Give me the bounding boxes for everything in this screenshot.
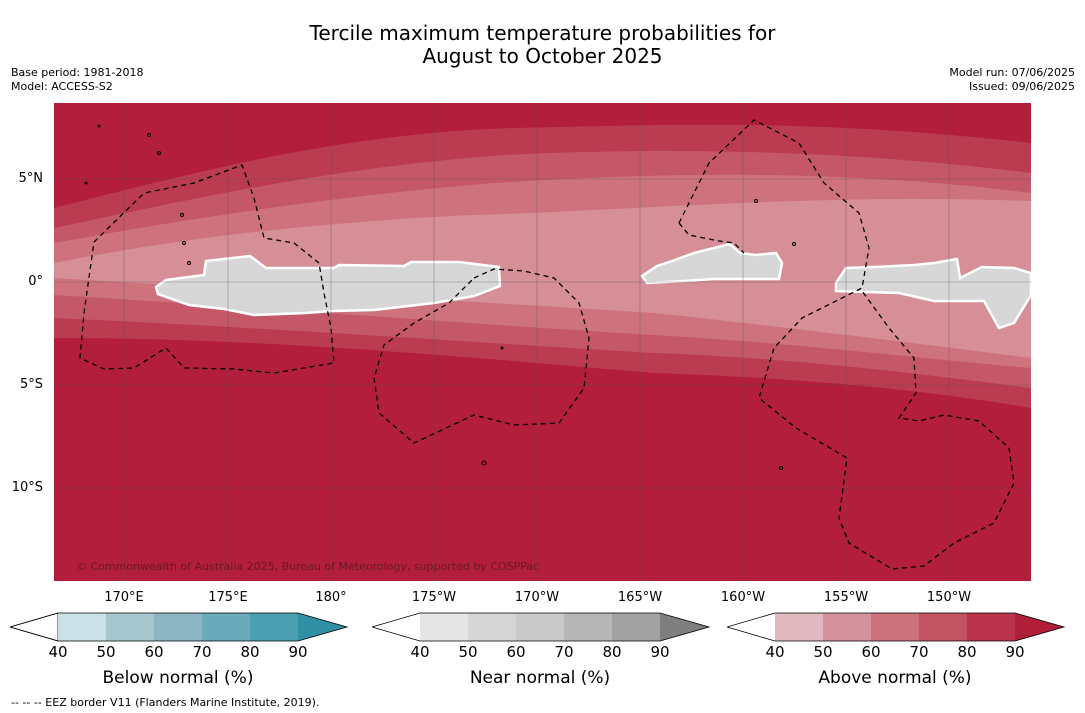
base-period-info: Base period: 1981-2018 Model: ACCESS-S2 — [11, 66, 143, 94]
lon-label-170w: 170°W — [514, 590, 560, 605]
colorbar-near-normal — [372, 612, 711, 642]
swatch-above-60-70 — [871, 613, 919, 641]
model-run-date: Model run: 07/06/2025 — [949, 66, 1075, 79]
above-normal-label: Above normal (%) — [818, 668, 972, 688]
swatch-near-80-90 — [612, 613, 660, 641]
near-tick-80: 80 — [602, 643, 622, 661]
colorbar-above-high-extension — [1015, 613, 1064, 641]
graticule — [54, 103, 1031, 581]
lon-label-175e: 175°E — [208, 590, 248, 605]
swatch-near-70-80 — [564, 613, 612, 641]
lon-label-180: 180° — [315, 590, 347, 605]
swatch-below-40-50 — [58, 613, 106, 641]
probability-map: © Commonwealth of Australia 2025, Bureau… — [54, 103, 1031, 581]
colorbar-near-high-extension — [660, 613, 709, 641]
contour-above-50 — [54, 198, 1031, 358]
swatch-above-80-90 — [967, 613, 1015, 641]
below-tick-80: 80 — [240, 643, 260, 661]
swatch-near-60-70 — [516, 613, 564, 641]
near-normal-region-east — [834, 257, 1031, 330]
lon-label-170e: 170°E — [104, 590, 144, 605]
issued-date: Issued: 09/06/2025 — [968, 80, 1075, 93]
colorbar-below-high-extension — [298, 613, 347, 641]
above-tick-70: 70 — [909, 643, 929, 661]
above-tick-40: 40 — [765, 643, 785, 661]
swatch-above-50-60 — [823, 613, 871, 641]
above-tick-90: 90 — [1005, 643, 1025, 661]
swatch-below-60-70 — [154, 613, 202, 641]
map-title: Tercile maximum temperature probabilitie… — [0, 22, 1085, 68]
colorbar-below-low-extension — [10, 612, 59, 642]
near-tick-90: 90 — [650, 643, 670, 661]
swatch-above-70-80 — [919, 613, 967, 641]
lat-label-5n: 5°N — [18, 171, 44, 186]
lat-label-10s: 10°S — [11, 480, 43, 495]
base-period: Base period: 1981-2018 — [11, 66, 144, 79]
above-tick-60: 60 — [861, 643, 881, 661]
title-line-2: August to October 2025 — [422, 44, 663, 68]
colorbar-below-normal — [10, 612, 349, 642]
below-tick-50: 50 — [96, 643, 116, 661]
below-tick-70: 70 — [192, 643, 212, 661]
colorbar-above-normal — [727, 612, 1066, 642]
swatch-above-40-50 — [775, 613, 823, 641]
swatch-below-50-60 — [106, 613, 154, 641]
below-normal-label: Below normal (%) — [102, 668, 254, 688]
lon-label-175w: 175°W — [411, 590, 457, 605]
above-tick-80: 80 — [957, 643, 977, 661]
below-tick-60: 60 — [144, 643, 164, 661]
near-tick-40: 40 — [410, 643, 430, 661]
near-tick-50: 50 — [458, 643, 478, 661]
model-run-info: Model run: 07/06/2025 Issued: 09/06/2025 — [949, 66, 1075, 94]
near-tick-60: 60 — [506, 643, 526, 661]
lat-label-0: 0° — [28, 274, 43, 289]
near-tick-70: 70 — [554, 643, 574, 661]
copyright-notice: © Commonwealth of Australia 2025, Bureau… — [76, 560, 539, 573]
swatch-below-80-90 — [250, 613, 298, 641]
above-tick-50: 50 — [813, 643, 833, 661]
colorbar-near-low-extension — [372, 613, 420, 641]
colorbar-above-low-extension — [727, 613, 775, 641]
swatch-below-70-80 — [202, 613, 250, 641]
near-normal-region-west — [154, 254, 502, 317]
swatch-near-40-50 — [420, 613, 468, 641]
eez-borders — [79, 119, 1015, 570]
lon-label-150w: 150°W — [926, 590, 972, 605]
lon-label-155w: 155°W — [823, 590, 869, 605]
title-line-1: Tercile maximum temperature probabilitie… — [309, 21, 776, 45]
lon-label-165w: 165°W — [617, 590, 663, 605]
model-name: Model: ACCESS-S2 — [11, 80, 113, 93]
island-specks — [84, 124, 796, 470]
below-tick-90: 90 — [288, 643, 308, 661]
below-tick-40: 40 — [48, 643, 68, 661]
near-normal-label: Near normal (%) — [469, 668, 611, 688]
near-normal-region-central — [640, 242, 784, 285]
eez-footnote: -- -- -- EEZ border V11 (Flanders Marine… — [11, 696, 320, 709]
swatch-near-50-60 — [468, 613, 516, 641]
lat-label-5s: 5°S — [19, 377, 43, 392]
lon-label-160w: 160°W — [720, 590, 766, 605]
